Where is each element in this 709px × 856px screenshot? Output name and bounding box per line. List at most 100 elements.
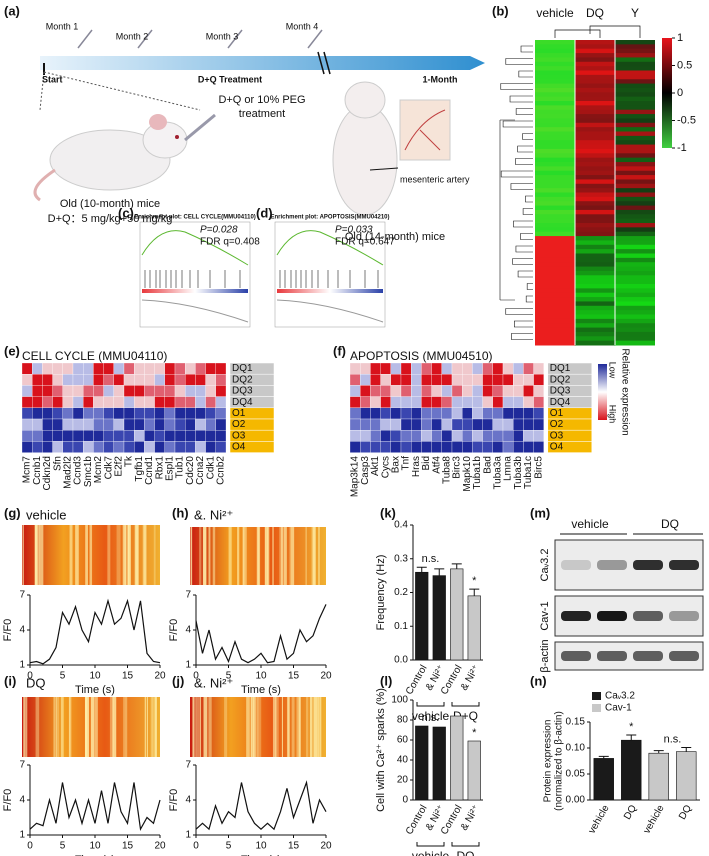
- gene-cell: [42, 362, 53, 375]
- blot-band: [561, 611, 591, 621]
- heatmap-cell: [535, 92, 575, 98]
- gene-cell: [154, 374, 165, 386]
- gene-cell: [83, 418, 94, 431]
- gene-cell: [390, 430, 402, 442]
- gene-cell: [411, 362, 422, 375]
- spark: [53, 697, 56, 757]
- gene-cell: [144, 385, 155, 397]
- heatmap-cell: [615, 66, 655, 71]
- gene-cell: [93, 441, 104, 453]
- gene-cell: [502, 385, 514, 397]
- gene-label: Sfn: [52, 456, 63, 471]
- heatmap-cell: [575, 201, 615, 207]
- gene-cell: [144, 407, 155, 420]
- spark: [257, 697, 262, 757]
- heatmap-cell: [615, 310, 655, 315]
- row-label: DQ1: [550, 363, 571, 374]
- gene-cell: [42, 430, 53, 442]
- x-tick-label: Control: [404, 663, 430, 696]
- gene-cell: [154, 430, 165, 442]
- spark: [75, 525, 79, 585]
- gene-cell: [62, 362, 74, 375]
- heatmap-cell: [615, 157, 655, 163]
- heatmap-cell: [575, 74, 615, 80]
- gene-cell: [134, 430, 145, 442]
- gene-cell: [154, 385, 165, 397]
- gene-cell: [472, 430, 483, 442]
- heatmap-cell: [535, 183, 575, 189]
- gene-cell: [32, 430, 43, 442]
- spark: [60, 697, 64, 757]
- gene-cell: [93, 362, 104, 375]
- mouse-dose: D+Q：5 mg/kg+50 mg/kg: [48, 213, 173, 225]
- gene-cell: [431, 374, 442, 386]
- y-tick-label: 20: [397, 775, 409, 786]
- y-tick-label: 60: [397, 735, 409, 746]
- spark: [237, 527, 240, 585]
- significance: *: [629, 721, 634, 733]
- gene-cell: [349, 418, 361, 431]
- heatmap-cell: [535, 48, 575, 54]
- spark: [154, 697, 157, 757]
- gene-cell: [421, 441, 432, 453]
- spark: [124, 697, 128, 757]
- spark: [199, 527, 202, 585]
- gene-label: Ccnd1: [144, 456, 155, 485]
- gene-label: E2f2: [114, 456, 125, 477]
- gene-cell: [164, 385, 176, 397]
- heatmap-cell: [575, 140, 615, 146]
- y-axis-label: Cell with Ca²⁺ sparks (%): [375, 688, 387, 812]
- panel-label: (m): [530, 505, 550, 520]
- gene-cell: [52, 396, 63, 408]
- gene-cell: [195, 430, 206, 442]
- gene-cell: [215, 407, 227, 420]
- heatmap-cell: [535, 153, 575, 159]
- gene-cell: [360, 374, 371, 386]
- gene-label: Ccna2: [195, 456, 206, 485]
- gene-cell: [421, 362, 432, 375]
- heatmap-cell: [615, 214, 655, 220]
- blot-row-label: Caᵥ3.2: [539, 549, 551, 582]
- gene-cell: [431, 362, 442, 375]
- gene-cell: [370, 385, 381, 397]
- gene-cell: [451, 362, 463, 375]
- blot-band: [633, 611, 663, 621]
- x-tick-label: 5: [60, 841, 66, 852]
- heatmap-cell: [615, 270, 655, 276]
- colorbar: [662, 38, 672, 148]
- gene-cell: [62, 430, 74, 442]
- gene-cell: [482, 385, 493, 397]
- heatmap-cell: [615, 96, 655, 102]
- gene-label: Mcm7: [22, 456, 33, 484]
- gene-label: Mcm2: [93, 456, 104, 484]
- gene-cell: [411, 385, 422, 397]
- heatmap-cell: [575, 292, 615, 298]
- gene-cell: [462, 430, 473, 442]
- error-bar: [626, 734, 637, 741]
- fdr-value: FDR q=0.647: [335, 237, 395, 248]
- gene-cell: [215, 374, 227, 386]
- trace-line: [29, 598, 161, 665]
- bar: [432, 575, 446, 661]
- gene-cell: [205, 396, 216, 408]
- heatmap-cell: [615, 275, 655, 281]
- gene-cell: [154, 441, 165, 453]
- heatmap-cell: [575, 53, 615, 58]
- heatmap-cell: [615, 266, 655, 272]
- heatmap-cell: [615, 92, 655, 98]
- heatmap-cell: [575, 223, 615, 228]
- gene-cell: [83, 407, 94, 420]
- month-label: Month 4: [286, 21, 319, 31]
- timeline-start: Start: [42, 74, 63, 84]
- gene-cell: [411, 396, 422, 408]
- panel-label: (i): [4, 673, 16, 688]
- expression-colorbar: [598, 364, 607, 420]
- gene-cell: [390, 385, 402, 397]
- enrichment-art: [139, 221, 386, 328]
- gene-cell: [32, 396, 43, 408]
- panel-label: (h): [172, 505, 189, 520]
- gene-cell: [185, 362, 196, 375]
- gene-cell: [441, 385, 453, 397]
- gene-cell: [62, 374, 74, 386]
- gene-label: Tgfb1: [134, 456, 145, 482]
